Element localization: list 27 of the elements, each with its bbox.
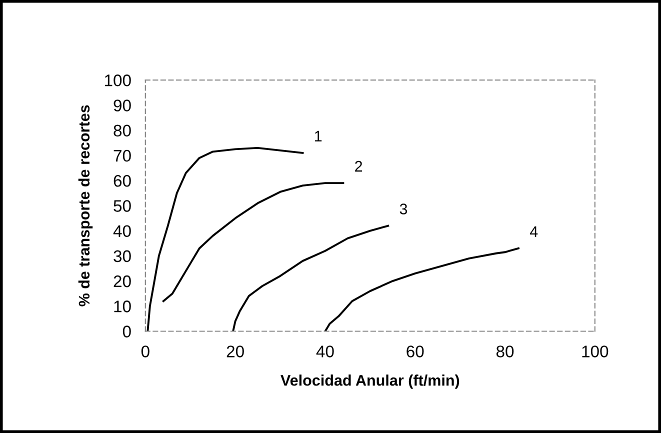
line-series	[162, 182, 344, 302]
y-tick-label: 10	[114, 300, 131, 312]
series-label: 2	[355, 160, 362, 172]
series-label: 1	[315, 130, 322, 142]
y-tick-label: 40	[113, 225, 131, 237]
y-tick-label: 20	[114, 275, 131, 288]
x-tick-label: 20	[226, 346, 244, 358]
x-tick-label: 0	[141, 346, 150, 358]
series-label: 4	[530, 226, 538, 237]
x-axis-title: Velocidad Anular (ft/min)	[280, 374, 460, 389]
y-axis-title: % de transporte de recortes	[78, 105, 93, 306]
y-tick-label: 0	[122, 326, 131, 338]
y-tick-label: 50	[114, 200, 131, 212]
y-tick-label: 90	[114, 100, 131, 112]
y-tick-label: 100	[104, 74, 131, 86]
y-tick-label: 60	[114, 174, 131, 187]
series-label: 3	[400, 204, 408, 214]
x-tick-label: 100	[582, 346, 608, 358]
line-series	[146, 146, 304, 332]
y-tick-label: 80	[114, 124, 131, 137]
line-series	[324, 247, 520, 332]
x-tick-label: 80	[496, 346, 514, 358]
x-tick-label: 40	[316, 346, 334, 358]
x-tick-label: 60	[406, 346, 424, 358]
y-tick-label: 70	[114, 150, 131, 162]
line-series	[232, 224, 390, 332]
y-tick-label: 30	[114, 250, 131, 262]
